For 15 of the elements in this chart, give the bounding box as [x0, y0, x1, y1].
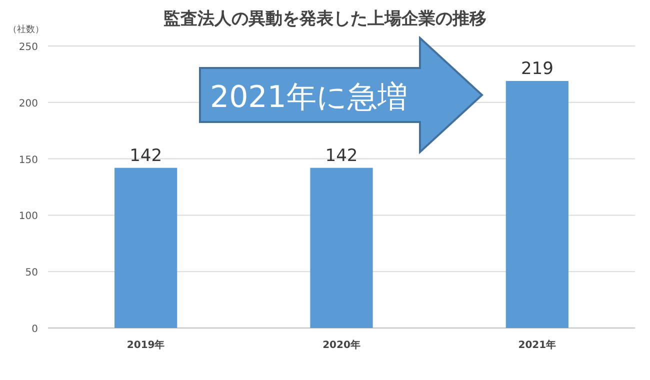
data-label: 142 — [325, 146, 358, 166]
y-tick-label: 0 — [32, 324, 38, 335]
chart-title: 監査法人の異動を発表した上場企業の推移 — [164, 9, 486, 29]
y-tick-label: 150 — [18, 154, 38, 166]
annotation: 2021年に急増 — [210, 80, 408, 115]
y-tick-label: 50 — [25, 268, 38, 279]
x-tick-label: 2019年 — [126, 339, 165, 351]
y-tick-label: 100 — [18, 211, 38, 222]
x-tick-label: 2020年 — [322, 339, 360, 351]
data-label: 219 — [520, 58, 554, 79]
y-tick-label: 250 — [18, 42, 38, 53]
y-tick-label: 200 — [18, 98, 38, 110]
x-tick-label: 2021年 — [518, 339, 556, 351]
data-label: 142 — [130, 146, 162, 166]
y-axis-title: （社数） — [8, 24, 44, 35]
